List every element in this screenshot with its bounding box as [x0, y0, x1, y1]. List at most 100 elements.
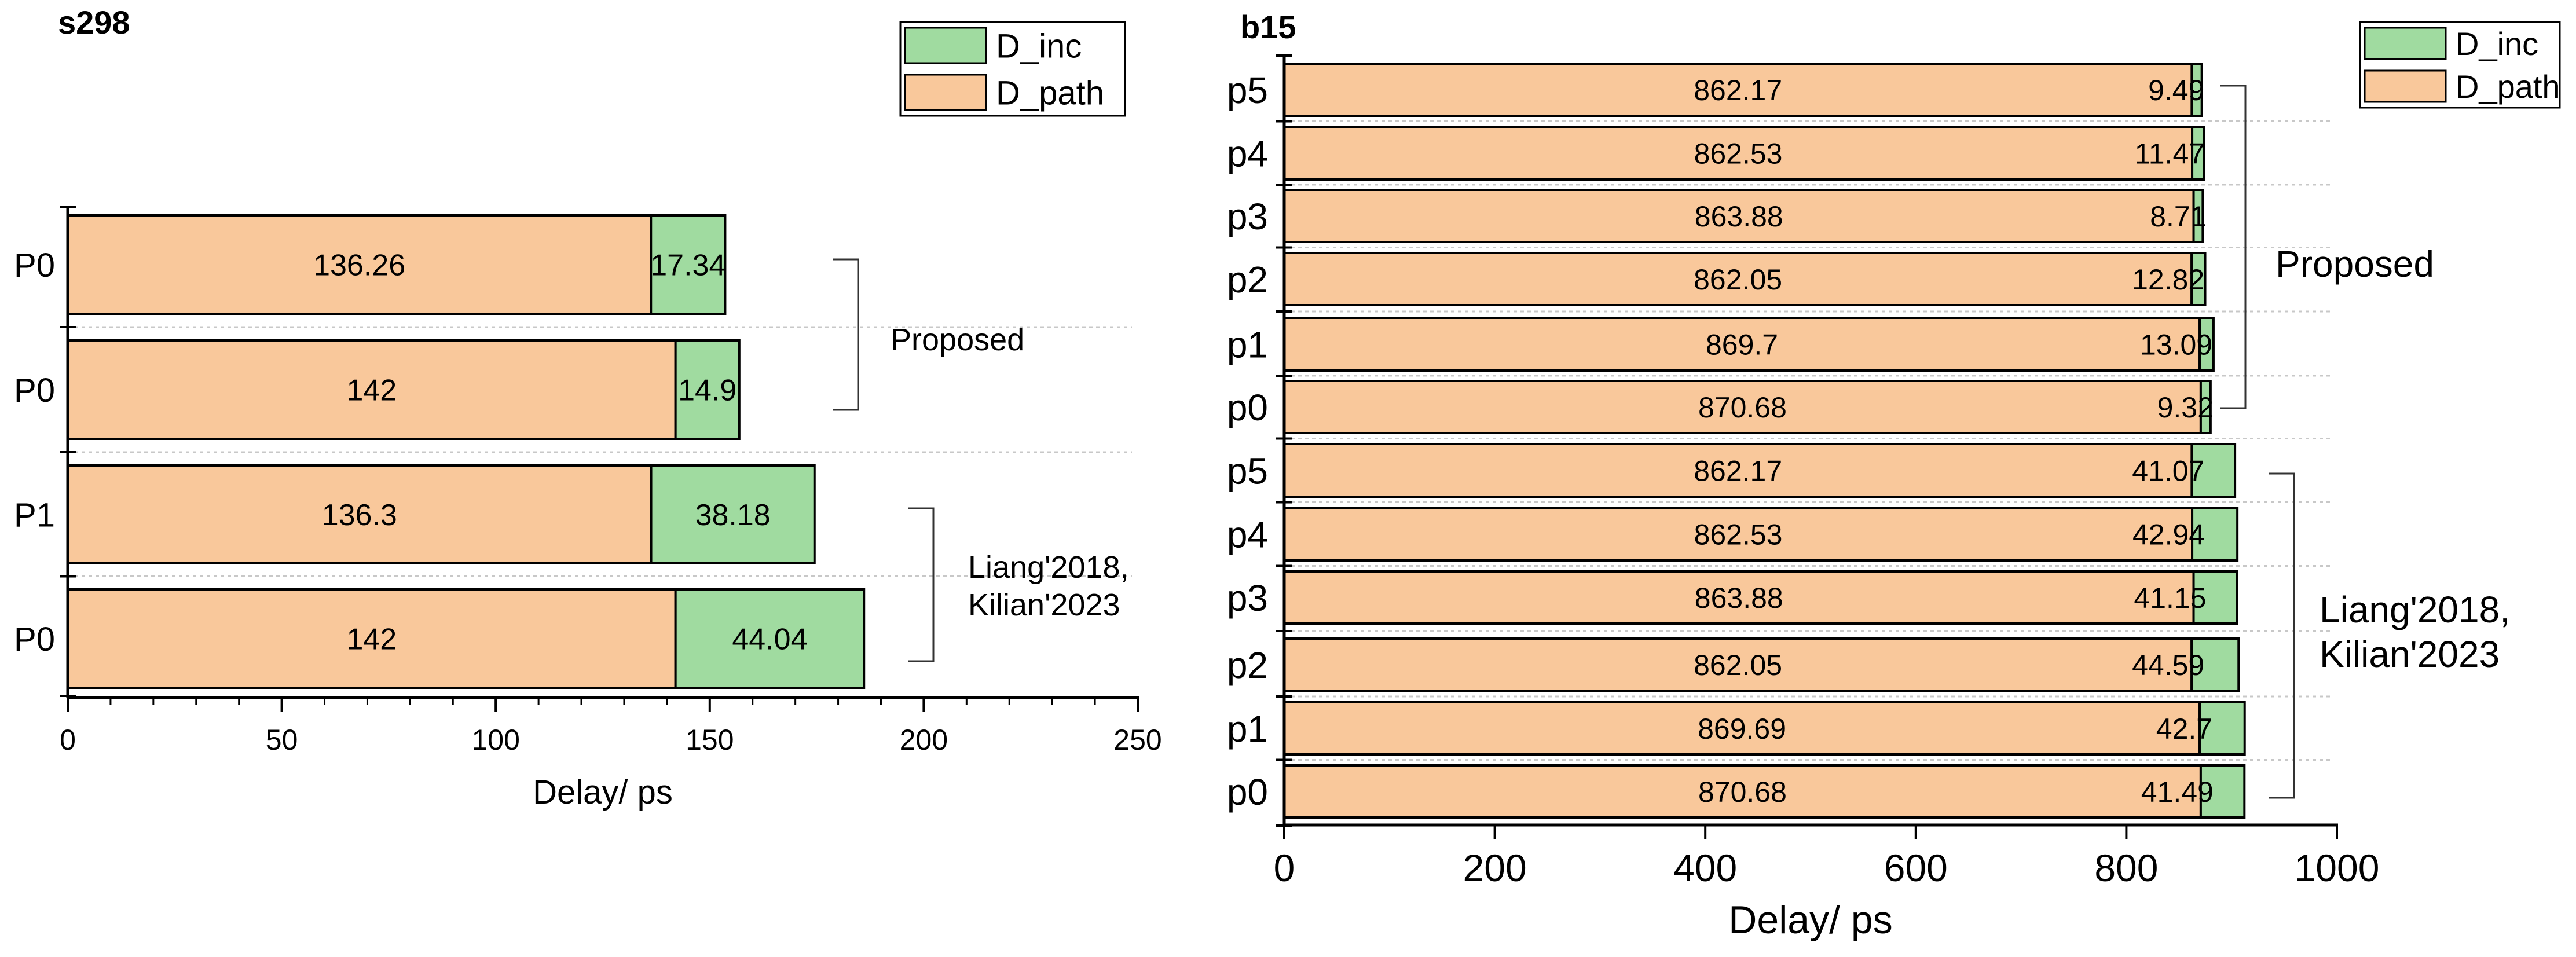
category-label: p1: [1227, 324, 1268, 366]
chart-title: b15: [1240, 9, 1296, 45]
x-tick-label: 800: [2094, 846, 2158, 889]
x-tick-label: 200: [1463, 846, 1527, 889]
legend-swatch: [904, 27, 987, 64]
bar-d-inc: [2192, 570, 2238, 625]
category-label: p0: [1227, 771, 1268, 813]
chart-s298: s298 136.26 17.34 P0 142 14.9 P0 136.3 38.18 P1 14…: [14, 4, 1162, 811]
bar-d-path: [1283, 63, 2193, 117]
legend-swatch: [2364, 27, 2447, 60]
bar-d-path-label: 136.3: [322, 498, 397, 532]
category-label: p3: [1227, 196, 1268, 237]
bar-d-inc: [674, 339, 741, 440]
bar-d-inc-label: 9.32: [2157, 391, 2214, 424]
bar-d-inc-label: 13.09: [2140, 329, 2212, 361]
bar-d-path-label: 136.26: [313, 249, 405, 283]
category-label: p4: [1227, 133, 1268, 175]
legend-swatch: [2364, 69, 2447, 103]
bar-d-inc-label: 41.49: [2141, 776, 2214, 808]
bar-d-path-label: 862.53: [1694, 138, 1783, 170]
group-bracket: [2220, 85, 2247, 409]
category-label: P1: [14, 496, 55, 534]
bar-d-path-label: 862.17: [1694, 74, 1782, 107]
bar-d-path-label: 862.53: [1694, 519, 1783, 551]
group-label-line: Liang'2018,: [2320, 589, 2510, 630]
x-tick-label: 200: [900, 724, 948, 756]
bar-d-inc: [2191, 126, 2205, 181]
legend-label: D_inc: [2456, 25, 2538, 62]
legend-label: D_path: [996, 74, 1104, 112]
bar-d-path: [1283, 189, 2195, 243]
bar-d-path-label: 869.69: [1698, 713, 1786, 745]
bar-d-path: [1283, 126, 2194, 181]
x-tick-label: 50: [266, 724, 298, 756]
bar-d-inc: [2191, 507, 2239, 562]
legend-swatch: [904, 74, 987, 111]
bar-d-path: [67, 464, 653, 564]
x-tick-label: 0: [1274, 846, 1295, 889]
bar-d-path-label: 142: [346, 374, 397, 408]
bar-d-path-label: 870.68: [1698, 776, 1787, 808]
bar-d-inc: [2190, 637, 2240, 692]
group-bracket: [2269, 472, 2295, 799]
bar-d-path-label: 862.17: [1694, 455, 1782, 487]
bar-d-inc: [2190, 252, 2207, 306]
x-axis-label: Delay/ ps: [533, 773, 673, 811]
group-label-line: Kilian'2023: [968, 588, 1120, 622]
bar-d-inc-label: 12.82: [2132, 263, 2204, 296]
category-label: P0: [14, 372, 55, 409]
bar-d-path-label: 142: [346, 623, 397, 657]
bar-d-inc: [2198, 701, 2246, 756]
bar-d-path-label: 862.05: [1694, 649, 1782, 681]
x-tick-label: 400: [1673, 846, 1737, 889]
legend-label: D_path: [2456, 68, 2560, 105]
bar-d-inc-label: 41.15: [2134, 582, 2206, 614]
bar-d-inc: [2199, 380, 2212, 434]
category-label: p4: [1227, 514, 1268, 556]
bar-d-inc-label: 44.59: [2132, 649, 2204, 681]
group-label-line: Proposed: [891, 322, 1024, 357]
bar-d-path: [1283, 764, 2202, 819]
bar-d-path-label: 869.7: [1706, 329, 1778, 361]
x-tick-label: 1000: [2295, 846, 2380, 889]
bar-d-inc: [2198, 317, 2215, 372]
category-label: p1: [1227, 708, 1268, 750]
group-label: Liang'2018, Kilian'2023: [2320, 589, 2510, 675]
group-bracket: [908, 507, 935, 662]
bar-d-path-label: 863.88: [1695, 200, 1783, 233]
legend-label: D_inc: [996, 27, 1082, 65]
bar-d-path-label: 870.68: [1698, 391, 1787, 424]
category-label: p5: [1227, 450, 1268, 492]
bar-d-inc: [674, 588, 866, 689]
category-label: p0: [1227, 387, 1268, 428]
group-label: Proposed: [891, 322, 1024, 357]
x-tick-label: 250: [1113, 724, 1161, 756]
bar-d-path: [67, 588, 677, 689]
category-label: p2: [1227, 259, 1268, 300]
bar-d-path-label: 863.88: [1695, 582, 1783, 614]
bar-d-path: [67, 214, 653, 315]
category-label: p3: [1227, 577, 1268, 619]
group-label: Proposed: [2275, 243, 2434, 285]
bar-d-inc: [650, 464, 816, 564]
x-tick-label: 150: [686, 724, 734, 756]
bar-d-inc: [2190, 63, 2203, 117]
category-label: p5: [1227, 69, 1268, 111]
bar-d-inc-label: 14.9: [678, 374, 736, 408]
bar-d-inc-label: 8.71: [2150, 200, 2206, 233]
bar-d-inc-label: 41.07: [2132, 455, 2204, 487]
chart-b15: b15 862.17 9.49 p5 862.53 11.47 p4 863.88 8.71 p3…: [1227, 9, 2561, 942]
x-axis-label: Delay/ ps: [1728, 898, 1892, 942]
group-label: Liang'2018, Kilian'2023: [968, 550, 1129, 622]
bar-d-inc-label: 42.94: [2132, 519, 2205, 551]
category-label: P0: [14, 621, 55, 658]
bar-d-inc-label: 44.04: [732, 623, 807, 657]
bar-d-inc-label: 9.49: [2148, 74, 2204, 107]
chart-title: s298: [58, 4, 130, 41]
x-tick-label: 0: [60, 724, 76, 756]
bar-d-path: [67, 339, 677, 440]
x-tick-label: 100: [471, 724, 519, 756]
bar-d-inc: [650, 214, 727, 315]
bar-d-inc: [2192, 189, 2204, 243]
group-label-line: Liang'2018,: [968, 550, 1129, 585]
